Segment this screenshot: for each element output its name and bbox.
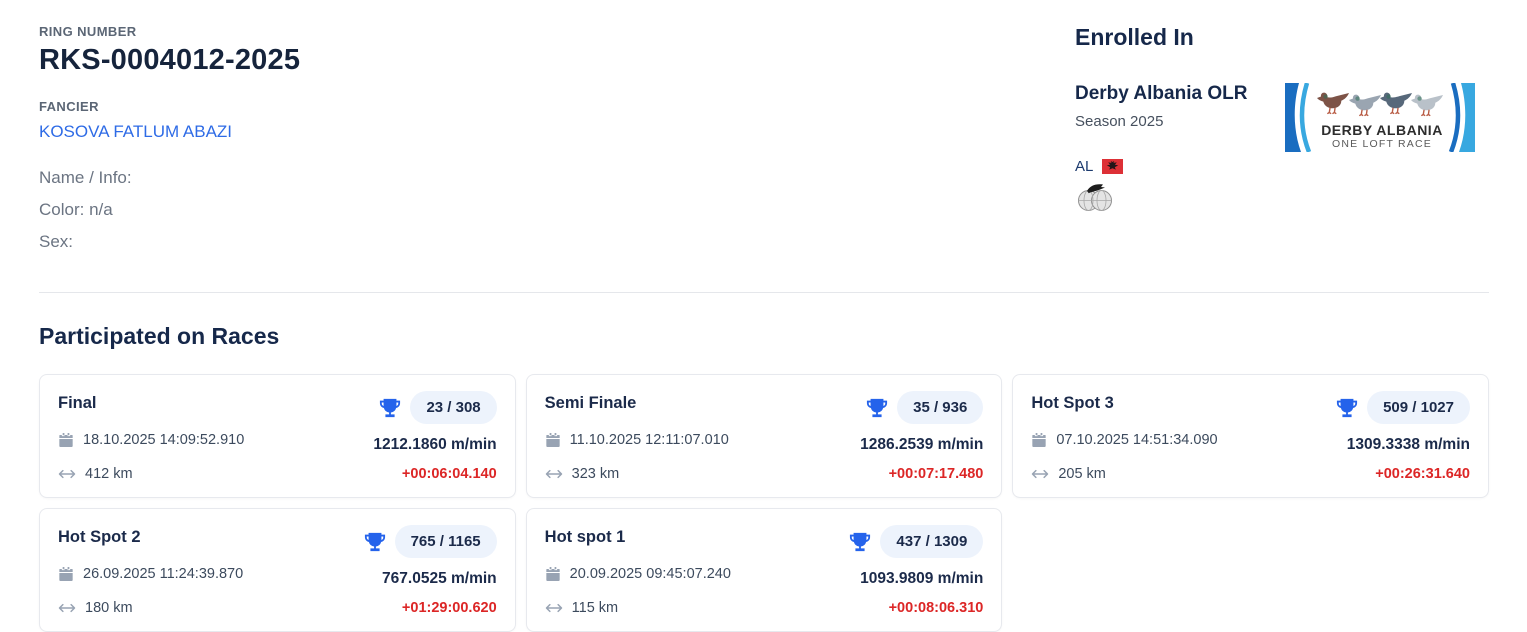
race-card-final[interactable]: Final 18.10.2025 14:09:52.910 412 km 23 … (39, 374, 516, 498)
race-distance: 412 km (85, 466, 133, 482)
sex-line: Sex: (39, 232, 74, 251)
calendar-icon (58, 432, 74, 448)
race-speed: 1286.2539 m/min (860, 436, 984, 453)
race-speed: 1309.3338 m/min (1346, 436, 1470, 453)
enrolled-block: Enrolled In Derby Albania OLR Season 202… (1075, 24, 1477, 264)
distance-icon (58, 467, 76, 481)
race-datetime: 26.09.2025 11:24:39.870 (83, 565, 244, 582)
name-info-line: Name / Info: (39, 168, 132, 187)
club-banner-logo: DERBY ALBANIA ONE LOFT RACE (1285, 82, 1475, 153)
race-distance: 323 km (571, 466, 620, 482)
race-name: Hot spot 1 (544, 528, 626, 546)
race-distance: 115 km (571, 600, 619, 616)
race-time-diff: +00:08:06.310 (888, 600, 984, 616)
race-cards-grid: Final 18.10.2025 14:09:52.910 412 km 23 … (39, 374, 1489, 632)
rank-badge: 437 / 1309 (880, 525, 984, 558)
race-name: Hot Spot 2 (58, 528, 141, 546)
race-datetime: 18.10.2025 14:09:52.910 (83, 431, 245, 448)
fancier-label: FANCIER (39, 99, 99, 114)
albania-flag-icon (1102, 159, 1124, 174)
rank-badge: 35 / 936 (897, 391, 984, 424)
pigeon-info: RING NUMBER RKS-0004012-2025 FANCIER KOS… (39, 24, 300, 264)
races-section: Participated on Races Final 18.10.2025 1… (39, 323, 1489, 632)
trophy-icon (364, 531, 386, 553)
country-row: AL (1075, 158, 1273, 175)
calendar-icon (1031, 432, 1047, 448)
race-time-diff: +00:26:31.640 (1375, 466, 1470, 482)
country-code: AL (1075, 158, 1094, 175)
race-distance: 180 km (85, 600, 133, 616)
enrolled-title: Enrolled In (1075, 24, 1194, 50)
race-card-hot-spot-2[interactable]: Hot Spot 2 26.09.2025 11:24:39.870 180 k… (39, 508, 516, 632)
enrolled-info: Derby Albania OLR Season 2025 AL (1075, 83, 1273, 212)
fci-logo (1075, 181, 1273, 212)
distance-icon (1031, 467, 1049, 481)
color-line: Color: n/a (39, 200, 113, 219)
enrolled-row: Derby Albania OLR Season 2025 AL (1075, 82, 1477, 212)
race-card-hot-spot-3[interactable]: Hot Spot 3 07.10.2025 14:51:34.090 205 k… (1012, 374, 1489, 498)
calendar-icon (545, 432, 561, 448)
trophy-icon (866, 397, 888, 419)
race-datetime: 07.10.2025 14:51:34.090 (1056, 431, 1218, 448)
race-card-hot-spot-1[interactable]: Hot spot 1 20.09.2025 09:45:07.240 115 k… (525, 508, 1003, 632)
banner-title: DERBY ALBANIA (1321, 122, 1443, 138)
top-section: RING NUMBER RKS-0004012-2025 FANCIER KOS… (39, 24, 1489, 293)
distance-icon (545, 467, 563, 481)
race-time-diff: +00:07:17.480 (888, 466, 984, 482)
race-name: Semi Finale (544, 394, 637, 412)
trophy-icon (379, 397, 401, 419)
race-time-diff: +01:29:00.620 (401, 600, 497, 616)
rank-badge: 765 / 1165 (394, 525, 497, 558)
race-distance: 205 km (1058, 466, 1106, 482)
fancier-link[interactable]: KOSOVA FATLUM ABAZI (39, 122, 233, 141)
race-speed: 1093.9809 m/min (860, 570, 984, 587)
pigeon-attributes: Name / Info: Color: n/a Sex: (39, 168, 300, 252)
race-datetime: 20.09.2025 09:45:07.240 (569, 565, 731, 582)
race-card-semi-finale[interactable]: Semi Finale 11.10.2025 12:11:07.010 323 … (525, 374, 1003, 498)
club-name: Derby Albania OLR (1075, 83, 1248, 104)
season-label: Season 2025 (1075, 113, 1164, 130)
race-name: Final (58, 394, 97, 412)
ring-number-label: RING NUMBER (39, 24, 137, 39)
trophy-icon (1336, 397, 1358, 419)
distance-icon (58, 601, 76, 615)
rank-badge: 509 / 1027 (1367, 391, 1470, 424)
race-time-diff: +00:06:04.140 (401, 466, 497, 482)
rank-badge: 23 / 308 (410, 391, 497, 424)
banner-subtitle: ONE LOFT RACE (1332, 138, 1432, 150)
race-speed: 1212.1860 m/min (373, 436, 497, 453)
trophy-icon (849, 531, 871, 553)
distance-icon (545, 601, 563, 615)
calendar-icon (58, 566, 74, 582)
race-speed: 767.0525 m/min (382, 570, 497, 587)
race-datetime: 11.10.2025 12:11:07.010 (569, 431, 729, 448)
race-name: Hot Spot 3 (1031, 394, 1114, 412)
calendar-icon (545, 566, 561, 582)
ring-number-value: RKS-0004012-2025 (39, 44, 301, 76)
races-section-title: Participated on Races (39, 323, 280, 349)
